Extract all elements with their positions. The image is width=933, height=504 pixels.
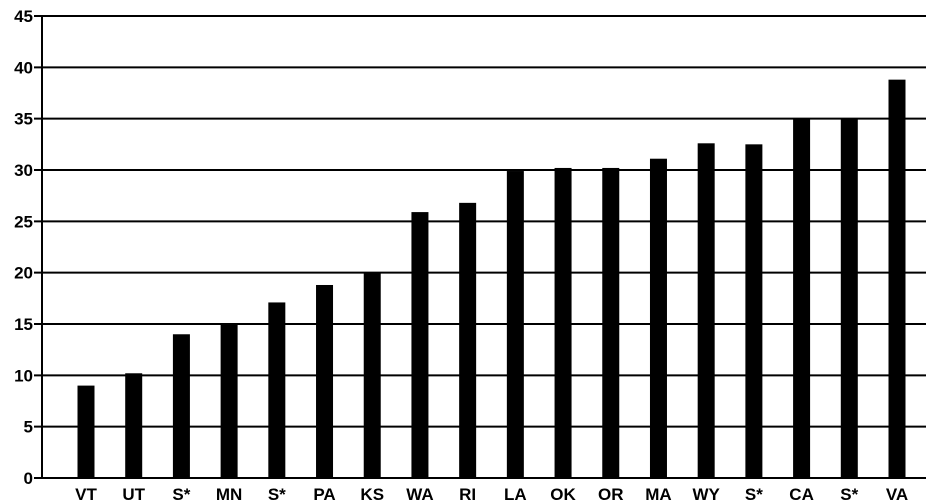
bar	[411, 212, 429, 479]
bar	[793, 118, 811, 479]
y-tick-label: 15	[14, 315, 33, 334]
bar	[459, 202, 477, 478]
x-tick-label: KS	[360, 485, 384, 504]
x-tick-label: RI	[459, 485, 476, 504]
y-tick-label: 10	[14, 366, 33, 385]
bar	[316, 284, 334, 478]
x-tick-label: S*	[745, 485, 763, 504]
axes	[34, 15, 926, 479]
bar	[77, 385, 95, 478]
x-tick-label: MA	[645, 485, 671, 504]
y-tick-label: 20	[14, 264, 33, 283]
bar	[745, 144, 763, 479]
x-tick-label: VA	[886, 485, 908, 504]
gridlines	[34, 15, 926, 428]
bar	[697, 143, 715, 478]
x-tick-label: UT	[122, 485, 145, 504]
x-tick-label: LA	[504, 485, 527, 504]
y-tick-label: 0	[24, 469, 33, 488]
bar	[840, 118, 858, 479]
x-tick-label: OK	[550, 485, 576, 504]
bar	[649, 158, 667, 478]
x-tick-label: WY	[692, 485, 720, 504]
x-tick-label: CA	[789, 485, 814, 504]
x-tick-label: MN	[216, 485, 242, 504]
bar	[554, 167, 572, 479]
bar	[506, 171, 524, 478]
bars	[77, 79, 906, 479]
bar	[602, 167, 620, 479]
y-axis-ticks: 0 5 10 15 20 25 30 35 40 45	[14, 7, 33, 488]
x-tick-label: WA	[406, 485, 433, 504]
x-tick-label: S*	[172, 485, 190, 504]
x-tick-label: S*	[840, 485, 858, 504]
y-tick-label: 30	[14, 161, 33, 180]
x-tick-label: S*	[268, 485, 286, 504]
x-axis-labels: VT UT S* MN S* PA KS WA RI LA OK OR MA WY S* CA S* VA	[75, 485, 908, 504]
x-tick-label: VT	[75, 485, 97, 504]
y-tick-label: 40	[14, 58, 33, 77]
y-tick-label: 25	[14, 212, 33, 231]
bar	[125, 373, 143, 478]
bar	[888, 79, 906, 479]
x-tick-label: OR	[598, 485, 624, 504]
bar	[172, 334, 190, 478]
y-tick-label: 5	[24, 418, 33, 437]
x-tick-label: PA	[313, 485, 335, 504]
y-tick-label: 45	[14, 7, 33, 26]
bar	[363, 272, 381, 478]
y-tick-label: 35	[14, 110, 33, 129]
bar	[268, 302, 286, 478]
bar	[220, 324, 238, 478]
